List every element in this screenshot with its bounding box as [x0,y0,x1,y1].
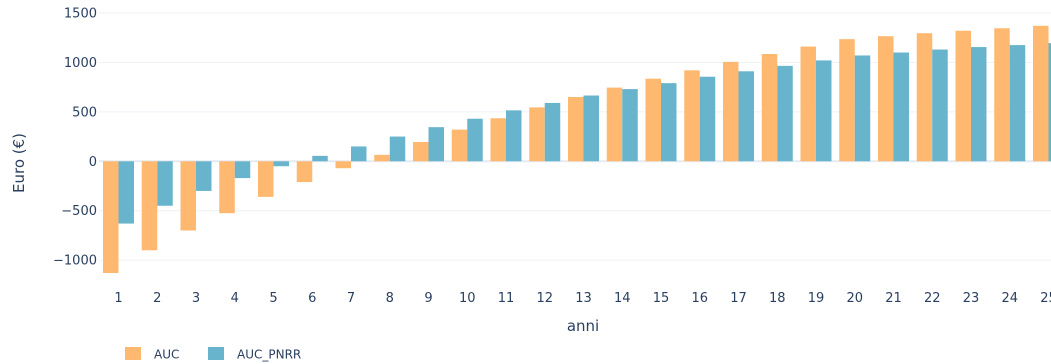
y-tick-label: −1000 [53,254,97,269]
x-tick-label: 7 [347,291,355,306]
bar-auc-pnrr [777,65,793,162]
x-tick-label: 23 [963,291,980,306]
legend-label: AUC_PNRR [237,348,301,362]
x-tick-label: 25 [1040,291,1051,306]
bar-auc [413,141,429,162]
bar-auc-pnrr [1048,43,1051,162]
bars [103,25,1051,274]
bar-auc [1033,25,1049,162]
x-tick-label: 10 [459,291,476,306]
x-tick-label: 12 [536,291,553,306]
bar-auc-pnrr [506,110,522,162]
x-tick-label: 6 [308,291,316,306]
bar-auc-pnrr [273,161,289,167]
bar-auc [103,161,119,274]
y-tick-label: 1000 [64,56,97,71]
bar-auc [490,118,506,162]
bar-auc [761,53,778,162]
bar-auc-pnrr [738,71,754,162]
bar-auc-pnrr [816,60,832,162]
y-tick-label: 1500 [64,6,97,21]
y-tick-label: 500 [72,105,97,120]
x-tick-label: 11 [498,291,515,306]
x-tick-labels: 1 2 3 4 5 6 7 8 9 10 11 12 13 14 15 16 17 18 19 20 21 22 23 24 2… [114,291,1051,306]
bar-auc [335,161,351,169]
x-tick-label: 14 [614,291,631,306]
bar-auc-pnrr [622,89,638,162]
bar-auc [723,61,739,162]
bar-auc-pnrr [932,49,948,162]
bar-auc-pnrr [196,161,212,191]
x-tick-label: 18 [769,291,786,306]
bar-auc [296,161,313,183]
x-tick-label: 13 [575,291,592,306]
bar-auc [916,33,933,162]
legend-item[interactable]: AUC [125,347,179,362]
legend-swatch [125,347,141,360]
bar-auc-pnrr [971,47,987,162]
bar-auc-pnrr [854,55,871,162]
bar-auc-pnrr [661,83,677,162]
bar-auc [955,30,971,162]
legend: AUC AUC_PNRR [125,347,301,362]
bar-auc [878,36,894,162]
y-tick-label: 0 [89,155,97,170]
x-tick-label: 15 [653,291,670,306]
bar-auc-pnrr [157,161,173,206]
bar-auc-pnrr [428,127,444,162]
bar-auc [568,97,584,162]
bar-auc-pnrr [699,76,716,162]
x-tick-label: 5 [269,291,277,306]
bar-auc-pnrr [1009,45,1026,162]
bar-auc-pnrr [389,136,406,162]
bar-auc [374,154,390,162]
bar-auc [180,161,196,231]
bar-auc [451,129,468,162]
bar-auc [141,161,158,251]
bar-auc [606,87,623,162]
y-tick-label: −500 [61,204,97,219]
bar-auc [529,107,545,162]
x-tick-label: 9 [424,291,432,306]
x-tick-label: 3 [192,291,200,306]
x-tick-label: 4 [231,291,239,306]
x-tick-label: 21 [885,291,902,306]
x-tick-label: 24 [1001,291,1018,306]
legend-swatch [208,347,224,360]
bar-auc [219,161,235,214]
x-tick-label: 22 [924,291,941,306]
x-tick-label: 19 [808,291,825,306]
x-axis-title: anni [567,317,599,335]
legend-item[interactable]: AUC_PNRR [208,347,301,362]
x-tick-label: 1 [114,291,122,306]
bar-auc [684,70,700,162]
x-tick-label: 17 [730,291,747,306]
bar-auc [994,28,1010,162]
bar-auc-pnrr [467,118,483,162]
x-tick-label: 2 [153,291,161,306]
bar-auc [800,46,816,162]
legend-label: AUC [154,348,179,362]
x-tick-label: 16 [691,291,708,306]
y-axis-title: Euro (€) [10,133,28,193]
bar-auc-pnrr [234,161,251,179]
bar-auc-pnrr [351,146,367,162]
x-tick-label: 8 [386,291,394,306]
bar-auc-pnrr [312,155,328,162]
bar-auc-pnrr [544,102,561,162]
bar-auc-pnrr [118,161,134,224]
bar-auc [645,78,661,162]
y-tick-labels: −1000 −500 0 500 1000 1500 [53,6,97,268]
bar-auc [258,161,274,197]
bar-auc [839,39,855,162]
bar-auc-pnrr [583,95,599,162]
x-tick-label: 20 [846,291,863,306]
bar-auc-pnrr [893,52,909,162]
